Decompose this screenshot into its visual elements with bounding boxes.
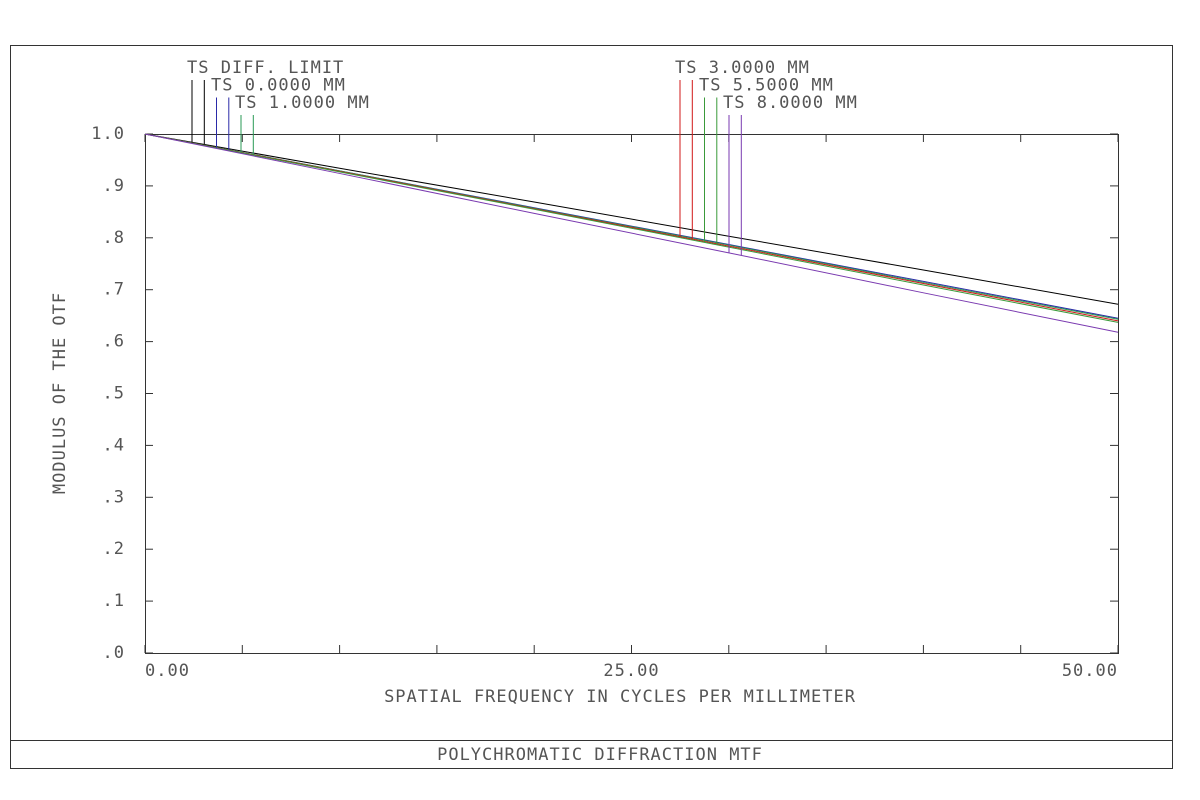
y-tick-label: .4 <box>103 435 125 455</box>
y-tick-label: .0 <box>103 643 125 663</box>
legend-label: TS 5.5000 MM <box>699 76 834 96</box>
y-tick-label: .5 <box>103 384 125 404</box>
y-tick-label: .2 <box>103 539 125 559</box>
legend-label: TS DIFF. LIMIT <box>187 58 344 78</box>
x-tick-label: 0.00 <box>145 661 190 681</box>
y-tick-label: .6 <box>103 332 125 352</box>
legend-label: TS 0.0000 MM <box>211 76 346 96</box>
y-tick-label: .1 <box>103 591 125 611</box>
series-line <box>144 133 1119 323</box>
series-line <box>144 133 1119 305</box>
chart-title: POLYCHROMATIC DIFFRACTION MTF <box>437 745 763 765</box>
plot-frame <box>145 134 1119 654</box>
x-axis-label: SPATIAL FREQUENCY IN CYCLES PER MILLIMET… <box>384 687 856 707</box>
y-tick-label: .8 <box>103 228 125 248</box>
x-tick-label: 25.00 <box>603 661 659 681</box>
outer-frame <box>10 45 1173 769</box>
legend-label: TS 8.0000 MM <box>723 93 858 113</box>
y-axis-label: MODULUS OF THE OTF <box>50 292 70 494</box>
x-tick-label: 50.00 <box>1062 661 1118 681</box>
y-tick-label: .7 <box>103 280 125 300</box>
y-tick-label: 1.0 <box>91 124 125 144</box>
series-line <box>144 133 1119 333</box>
legend-label: TS 1.0000 MM <box>235 93 370 113</box>
y-tick-label: .3 <box>103 487 125 507</box>
y-tick-label: .9 <box>103 176 125 196</box>
legend-label: TS 3.0000 MM <box>675 58 810 78</box>
